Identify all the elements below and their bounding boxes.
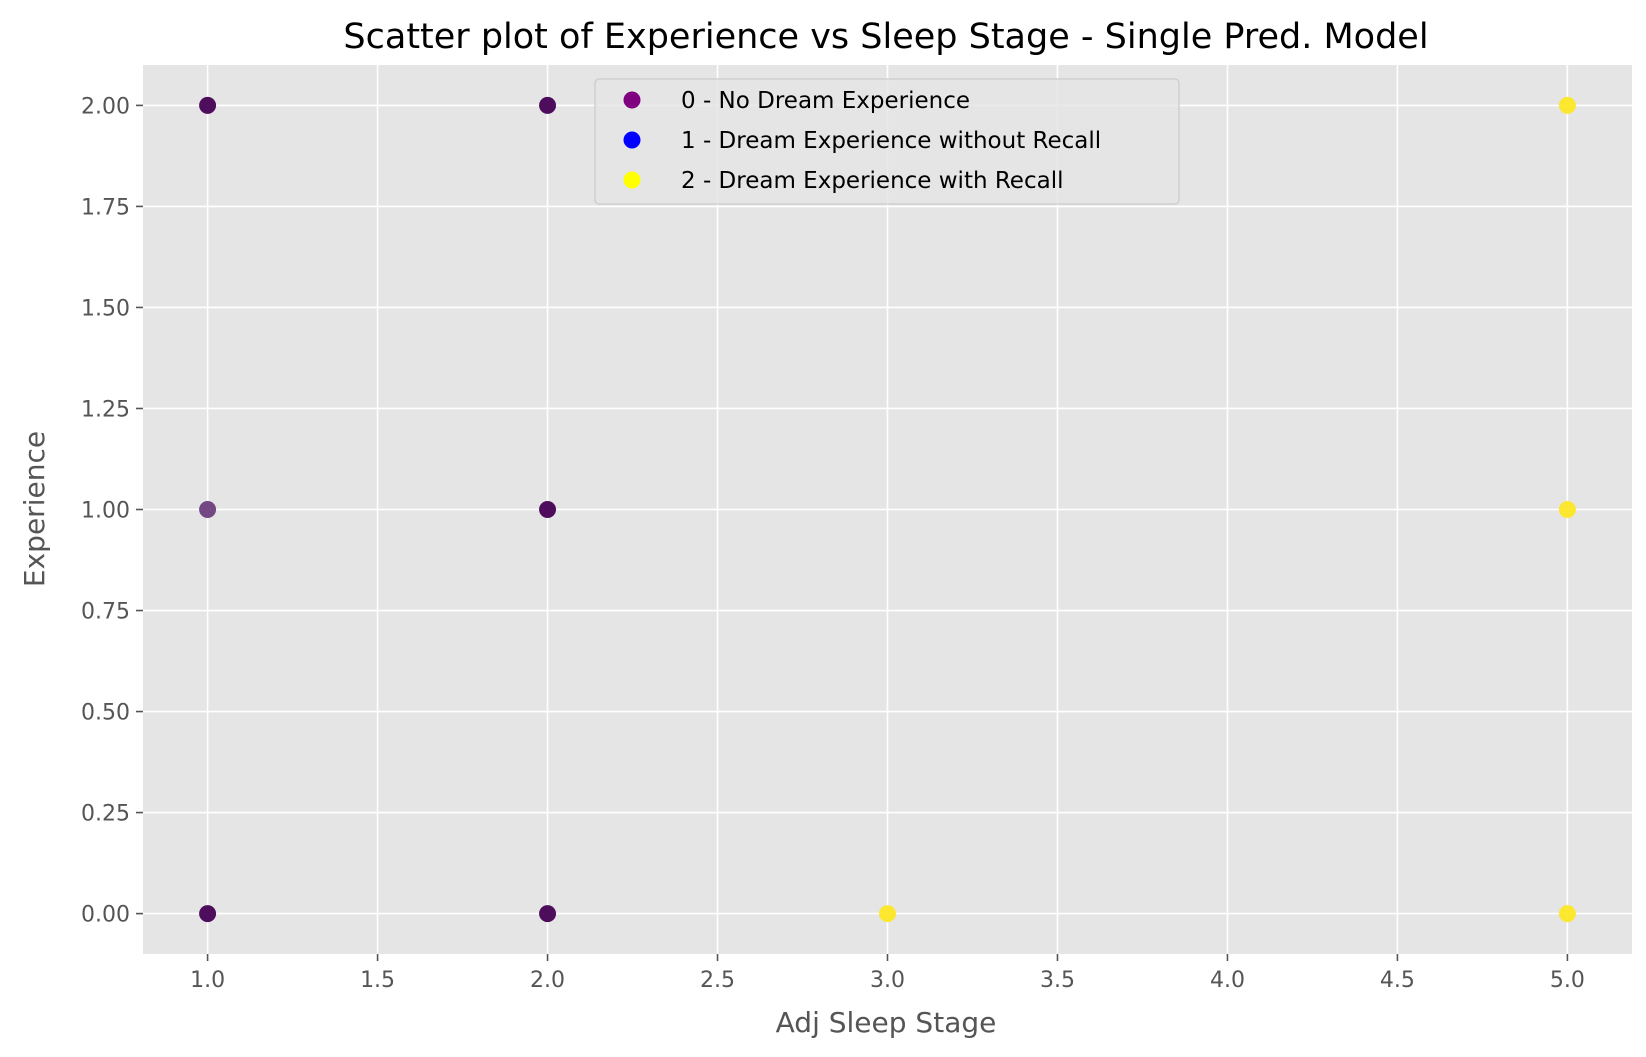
data-point: [1558, 905, 1576, 923]
x-tick-label: 5.0: [1550, 968, 1585, 993]
data-point: [1558, 501, 1576, 518]
x-tick-label: 3.5: [1040, 968, 1075, 993]
x-tick-label: 4.5: [1380, 968, 1415, 993]
data-point: [539, 905, 557, 923]
legend-label: 0 - No Dream Experience: [681, 88, 970, 114]
y-tick-label: 0.50: [81, 701, 130, 726]
y-tick-label: 1.00: [81, 499, 130, 524]
legend-label: 2 - Dream Experience with Recall: [681, 168, 1063, 194]
y-tick-label: 0.25: [81, 802, 130, 827]
x-axis-label: Adj Sleep Stage: [776, 1006, 997, 1039]
y-tick-label: 1.75: [81, 195, 130, 220]
chart-title: Scatter plot of Experience vs Sleep Stag…: [343, 17, 1428, 57]
x-tick-label: 3.0: [870, 968, 905, 993]
x-tick-label: 2.0: [530, 968, 565, 993]
legend-marker: [623, 131, 641, 149]
x-tick-label: 4.0: [1210, 968, 1245, 993]
x-tick-label: 2.5: [700, 968, 735, 993]
y-tick-label: 0.00: [81, 903, 130, 928]
legend-box: [594, 78, 1180, 205]
legend: 0 - No Dream Experience 1 - Dream Experie…: [594, 78, 1180, 205]
data-point: [1558, 96, 1576, 114]
y-tick-label: 0.75: [81, 600, 130, 625]
legend-marker: [623, 91, 641, 109]
y-tick-label: 1.25: [81, 397, 130, 422]
data-points: [199, 96, 1576, 923]
y-tick-label: 1.50: [81, 296, 130, 321]
data-point: [199, 905, 217, 923]
data-point: [879, 905, 896, 923]
x-tick-label: 1.5: [360, 968, 395, 993]
legend-marker: [623, 171, 641, 189]
x-tick-label: 1.0: [190, 968, 225, 993]
data-point: [199, 501, 217, 518]
y-axis-ticks: 0.00 0.25 0.50 0.75 1.00 1.25 1.50 1.75 2.00: [81, 94, 143, 928]
data-point: [199, 96, 217, 114]
data-point: [539, 501, 557, 518]
y-tick-label: 2.00: [81, 94, 130, 119]
legend-label: 1 - Dream Experience without Recall: [681, 128, 1101, 154]
data-point: [539, 96, 557, 114]
x-axis-ticks: 1.0 1.5 2.0 2.5 3.0 3.5 4.0 4.5 5.0: [190, 954, 1585, 993]
y-axis-label: Experience: [18, 431, 51, 587]
